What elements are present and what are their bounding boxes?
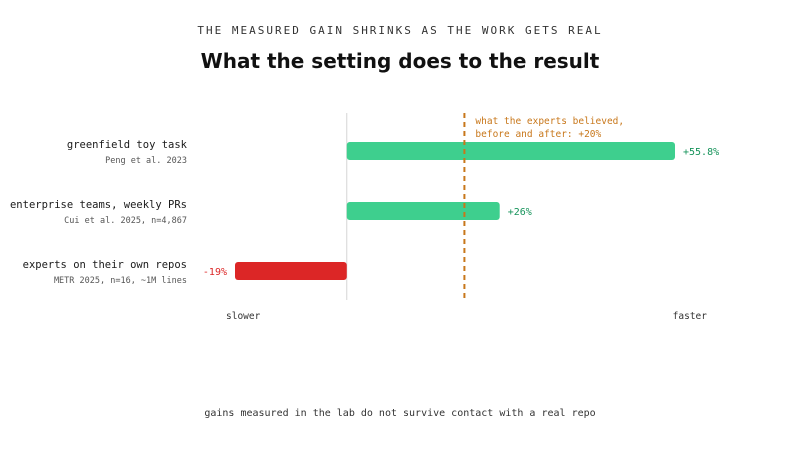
category-sublabel-1: Peng et al. 2023 xyxy=(105,156,187,166)
value-label-3: -19% xyxy=(203,267,227,278)
reference-label: what the experts believed, before and aft… xyxy=(475,116,624,140)
reference-label-line-2: before and after: +20% xyxy=(475,129,601,140)
category-label-1: greenfield toy task xyxy=(67,139,188,151)
chart-kicker: THE MEASURED GAIN SHRINKS AS THE WORK GE… xyxy=(197,24,603,37)
category-sublabel-3: METR 2025, n=16, ~1M lines xyxy=(54,276,187,286)
category-sublabel-2: Cui et al. 2025, n=4,867 xyxy=(64,216,187,226)
value-label-1: +55.8% xyxy=(683,147,719,158)
axis-label-faster: faster xyxy=(673,311,708,322)
category-label-2: enterprise teams, weekly PRs xyxy=(10,199,187,211)
bar-2 xyxy=(346,202,500,220)
bar-1 xyxy=(346,142,675,160)
axis-label-slower: slower xyxy=(226,311,261,322)
chart-footer: gains measured in the lab do not survive… xyxy=(204,408,596,419)
value-label-2: +26% xyxy=(508,207,532,218)
category-label-3: experts on their own repos xyxy=(23,259,187,271)
reference-label-line-1: what the experts believed, xyxy=(475,116,624,127)
bar-3 xyxy=(235,262,347,280)
chart-title: What the setting does to the result xyxy=(200,49,600,73)
bars-group: +55.8% greenfield toy task Peng et al. 202… xyxy=(10,139,719,286)
